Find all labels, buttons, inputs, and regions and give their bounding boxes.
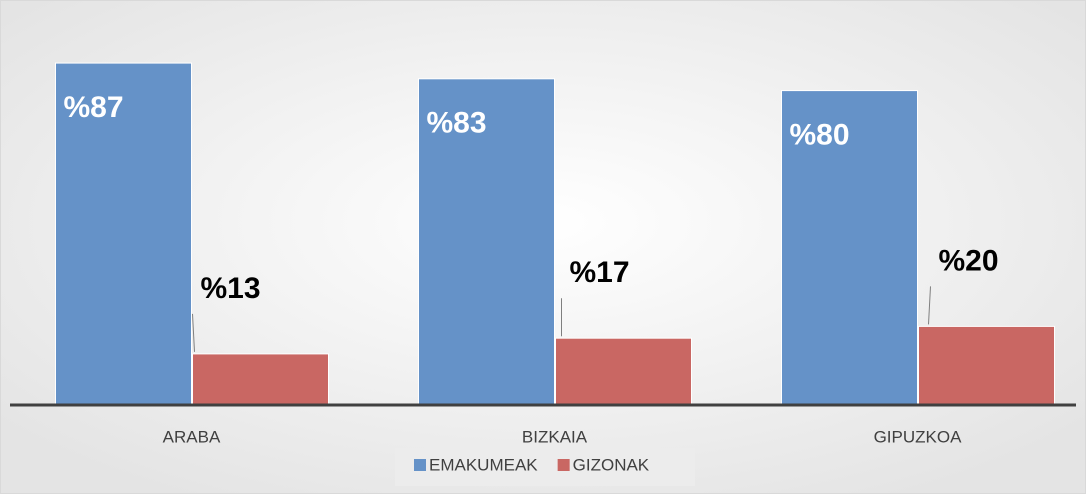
legend-label: GIZONAK [573,455,650,474]
data-label: %13 [200,272,260,305]
legend-swatch [557,459,570,471]
data-label: %83 [426,107,486,140]
bar [55,62,192,406]
leader-line [928,286,931,325]
bar [918,325,1055,406]
x-tick-label: ARABA [163,427,221,446]
data-label: %80 [789,119,849,152]
data-label: %87 [63,91,123,124]
legend-box [395,448,695,486]
bar [192,353,329,406]
x-tick-label: GIPUZKOA [874,427,963,446]
x-tick-label: BIZKAIA [522,427,588,446]
data-label: %20 [938,244,998,277]
legend-swatch [414,459,426,471]
legend-label: EMAKUMEAK [429,455,538,474]
data-label: %17 [569,256,629,289]
bar [555,337,692,406]
leader-line [192,313,195,352]
bar [781,90,918,406]
